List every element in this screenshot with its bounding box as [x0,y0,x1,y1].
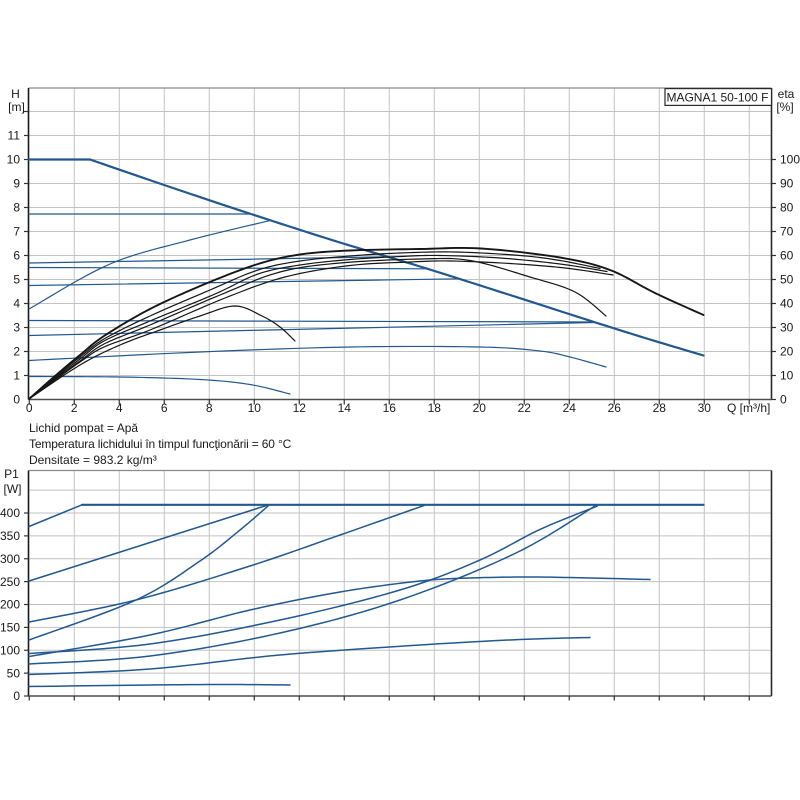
svg-text:9: 9 [13,177,20,191]
svg-text:250: 250 [0,575,20,589]
svg-text:Densitate = 983.2 kg/m³: Densitate = 983.2 kg/m³ [29,453,157,467]
svg-text:300: 300 [0,552,20,566]
svg-text:8: 8 [13,201,20,215]
svg-text:350: 350 [0,529,20,543]
svg-text:26: 26 [608,401,622,415]
svg-text:0: 0 [780,393,787,407]
svg-text:16: 16 [383,401,397,415]
svg-text:30: 30 [698,401,712,415]
svg-text:[m]: [m] [8,100,25,114]
svg-text:Q [m³/h]: Q [m³/h] [727,401,770,415]
svg-text:3: 3 [13,321,20,335]
svg-text:MAGNA1 50-100 F: MAGNA1 50-100 F [666,91,768,105]
svg-text:6: 6 [13,249,20,263]
svg-text:50: 50 [780,273,794,287]
svg-text:150: 150 [0,621,20,635]
svg-text:80: 80 [780,201,794,215]
svg-text:[W]: [W] [4,482,22,496]
svg-text:10: 10 [7,153,21,167]
svg-text:70: 70 [780,225,794,239]
svg-text:0: 0 [26,401,33,415]
svg-text:20: 20 [780,345,794,359]
svg-text:40: 40 [780,297,794,311]
svg-text:0: 0 [13,393,20,407]
svg-text:8: 8 [206,401,213,415]
svg-text:0: 0 [13,689,20,703]
svg-text:Lichid pompat = Apă: Lichid pompat = Apă [29,421,138,435]
svg-text:200: 200 [0,598,20,612]
svg-text:18: 18 [428,401,442,415]
svg-text:14: 14 [338,401,352,415]
svg-text:30: 30 [780,321,794,335]
svg-text:12: 12 [293,401,307,415]
svg-text:eta: eta [778,87,795,101]
svg-text:100: 100 [0,643,20,657]
svg-text:[%]: [%] [776,100,793,114]
svg-text:1: 1 [13,369,20,383]
svg-text:H: H [11,87,20,101]
svg-text:7: 7 [13,225,20,239]
svg-text:60: 60 [780,249,794,263]
svg-text:P1: P1 [4,467,19,481]
svg-text:2: 2 [71,401,78,415]
svg-text:4: 4 [116,401,123,415]
svg-text:22: 22 [518,401,532,415]
svg-text:5: 5 [13,273,20,287]
svg-text:10: 10 [780,369,794,383]
svg-text:6: 6 [161,401,168,415]
svg-text:10: 10 [248,401,262,415]
svg-text:90: 90 [780,177,794,191]
svg-text:100: 100 [780,153,800,167]
svg-text:24: 24 [563,401,577,415]
svg-text:20: 20 [473,401,487,415]
svg-text:2: 2 [13,345,20,359]
svg-text:28: 28 [653,401,667,415]
svg-text:Temperatura lichidului în timp: Temperatura lichidului în timpul funcţio… [29,437,292,451]
svg-text:11: 11 [8,129,21,143]
svg-text:400: 400 [0,506,20,520]
svg-text:4: 4 [13,297,20,311]
svg-text:50: 50 [7,666,21,680]
